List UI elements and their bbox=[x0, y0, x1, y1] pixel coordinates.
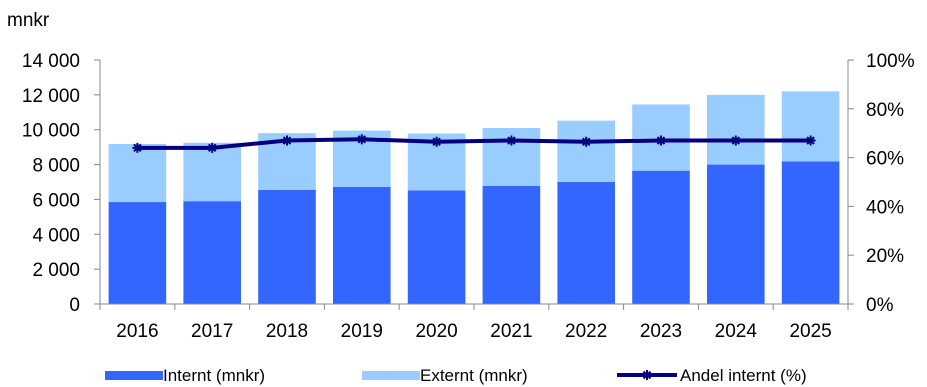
bar-internt-2021 bbox=[482, 185, 541, 304]
x-tick-label: 2019 bbox=[341, 321, 383, 342]
y2-tick-label: 0% bbox=[866, 295, 894, 316]
bar-internt-2024 bbox=[707, 164, 765, 304]
bar-externt-2025 bbox=[781, 91, 840, 162]
bar-externt-2016 bbox=[108, 144, 167, 203]
x-tick-label: 2024 bbox=[715, 321, 758, 342]
x-tick-label: 2023 bbox=[640, 321, 682, 342]
y-tick-label: 4 000 bbox=[32, 225, 80, 246]
legend-swatch-0 bbox=[105, 371, 163, 380]
y2-tick-label: 80% bbox=[866, 100, 904, 121]
legend-marker bbox=[642, 370, 652, 380]
bar-internt-2016 bbox=[108, 202, 167, 304]
point-andel-internt-2018 bbox=[282, 135, 292, 146]
y2-tick-label: 20% bbox=[866, 246, 904, 267]
point-andel-internt-2019 bbox=[356, 134, 367, 145]
bar-externt-2022 bbox=[557, 120, 615, 182]
legend-label-1: Externt (mnkr) bbox=[420, 366, 528, 385]
y2-tick-label: 60% bbox=[866, 149, 904, 170]
y-tick-label: 6 000 bbox=[32, 190, 80, 211]
legend-label-2: Andel internt (%) bbox=[680, 366, 807, 385]
legend-label-0: Internt (mnkr) bbox=[163, 366, 265, 385]
x-tick-label: 2017 bbox=[191, 321, 233, 342]
point-andel-internt-2021 bbox=[506, 135, 517, 146]
x-tick-label: 2020 bbox=[415, 321, 457, 342]
x-tick-label: 2021 bbox=[490, 321, 532, 342]
y-tick-label: 14 000 bbox=[22, 51, 80, 72]
point-andel-internt-2017 bbox=[207, 142, 218, 153]
point-andel-internt-2016 bbox=[132, 142, 143, 153]
line-andel-internt bbox=[137, 137, 811, 150]
bar-externt-2024 bbox=[707, 94, 765, 165]
point-andel-internt-2022 bbox=[581, 136, 592, 147]
x-tick-label: 2022 bbox=[565, 321, 607, 342]
point-andel-internt-2025 bbox=[805, 135, 816, 146]
bar-internt-2017 bbox=[183, 201, 241, 304]
y-tick-label: 10 000 bbox=[22, 121, 80, 142]
y-tick-label: 2 000 bbox=[32, 260, 80, 281]
bar-internt-2025 bbox=[781, 161, 840, 304]
bar-internt-2023 bbox=[632, 170, 690, 304]
bar-internt-2018 bbox=[258, 189, 316, 304]
y2-tick-label: 100% bbox=[866, 51, 915, 72]
y-tick-label: 0 bbox=[69, 295, 80, 316]
x-tick-label: 2016 bbox=[116, 321, 158, 342]
y-axis-label: mnkr bbox=[7, 10, 50, 31]
point-andel-internt-2020 bbox=[431, 136, 442, 147]
plot-area: 0 2 000 4 000 6 000 8 000 10 000 12 000 14 000 0… bbox=[22, 51, 915, 342]
y2-tick-label: 40% bbox=[866, 197, 904, 218]
legend-swatch-1 bbox=[362, 371, 420, 380]
bar-internt-2022 bbox=[557, 182, 615, 304]
y-tick-label: 8 000 bbox=[32, 156, 80, 177]
x-tick-label: 2018 bbox=[266, 321, 308, 342]
x-tick-label: 2025 bbox=[789, 321, 831, 342]
legend: Internt (mnkr) Externt (mnkr) Andel intern… bbox=[105, 366, 807, 385]
y-tick-label: 12 000 bbox=[22, 86, 80, 107]
bar-internt-2019 bbox=[333, 186, 391, 304]
bar-internt-2020 bbox=[407, 190, 466, 304]
point-andel-internt-2023 bbox=[656, 135, 666, 146]
point-andel-internt-2024 bbox=[730, 135, 741, 146]
